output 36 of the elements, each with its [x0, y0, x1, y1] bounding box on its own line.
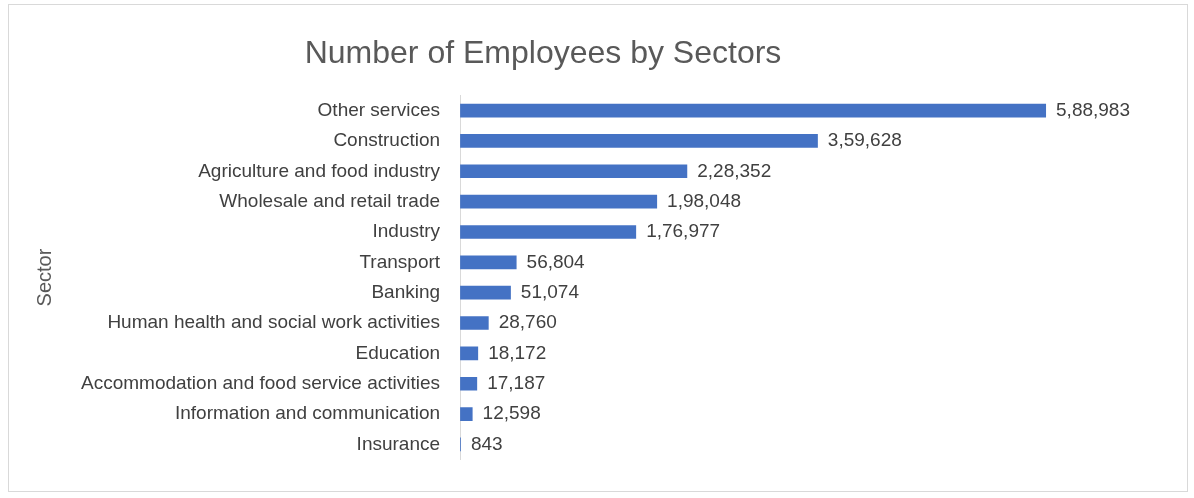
bar	[460, 225, 637, 239]
bar	[460, 255, 517, 270]
y-tick-label: Construction	[333, 129, 441, 151]
y-tick-label: Education	[355, 341, 441, 363]
y-tick-label: Wholesale and retail trade	[219, 189, 441, 211]
bar	[460, 194, 658, 209]
data-label: 28,760	[498, 311, 557, 333]
y-axis-title: Sector	[32, 248, 55, 307]
data-label: 3,59,628	[827, 129, 902, 151]
bar	[460, 376, 478, 391]
y-tick-label: Information and communication	[174, 402, 441, 424]
data-label: 1,76,977	[646, 220, 721, 242]
data-label: 18,172	[488, 341, 547, 363]
y-tick-label: Agriculture and food industry	[198, 159, 441, 181]
data-label: 12,598	[482, 402, 541, 424]
y-tick-label: Transport	[359, 250, 441, 272]
bar	[460, 134, 818, 148]
data-label: 17,187	[487, 371, 546, 393]
y-tick-label: Other services	[317, 98, 441, 120]
y-tick-label: Industry	[372, 220, 441, 242]
bar	[460, 316, 489, 330]
y-tick-label: Insurance	[356, 432, 441, 454]
data-label: 1,98,048	[667, 189, 742, 211]
bar	[460, 103, 1047, 118]
data-label: 5,88,983	[1056, 98, 1131, 120]
data-label: 843	[470, 432, 503, 454]
bar	[460, 285, 511, 300]
chart-title: Number of Employees by Sectors	[304, 34, 782, 71]
data-label: 56,804	[526, 250, 586, 272]
y-tick-label: Human health and social work activities	[107, 311, 441, 333]
y-tick-label: Banking	[371, 280, 441, 302]
bar	[460, 407, 473, 421]
y-tick-label: Accommodation and food service activities	[81, 371, 441, 393]
data-label: 2,28,352	[697, 159, 772, 181]
data-label: 51,074	[520, 280, 580, 302]
bar	[460, 164, 688, 179]
